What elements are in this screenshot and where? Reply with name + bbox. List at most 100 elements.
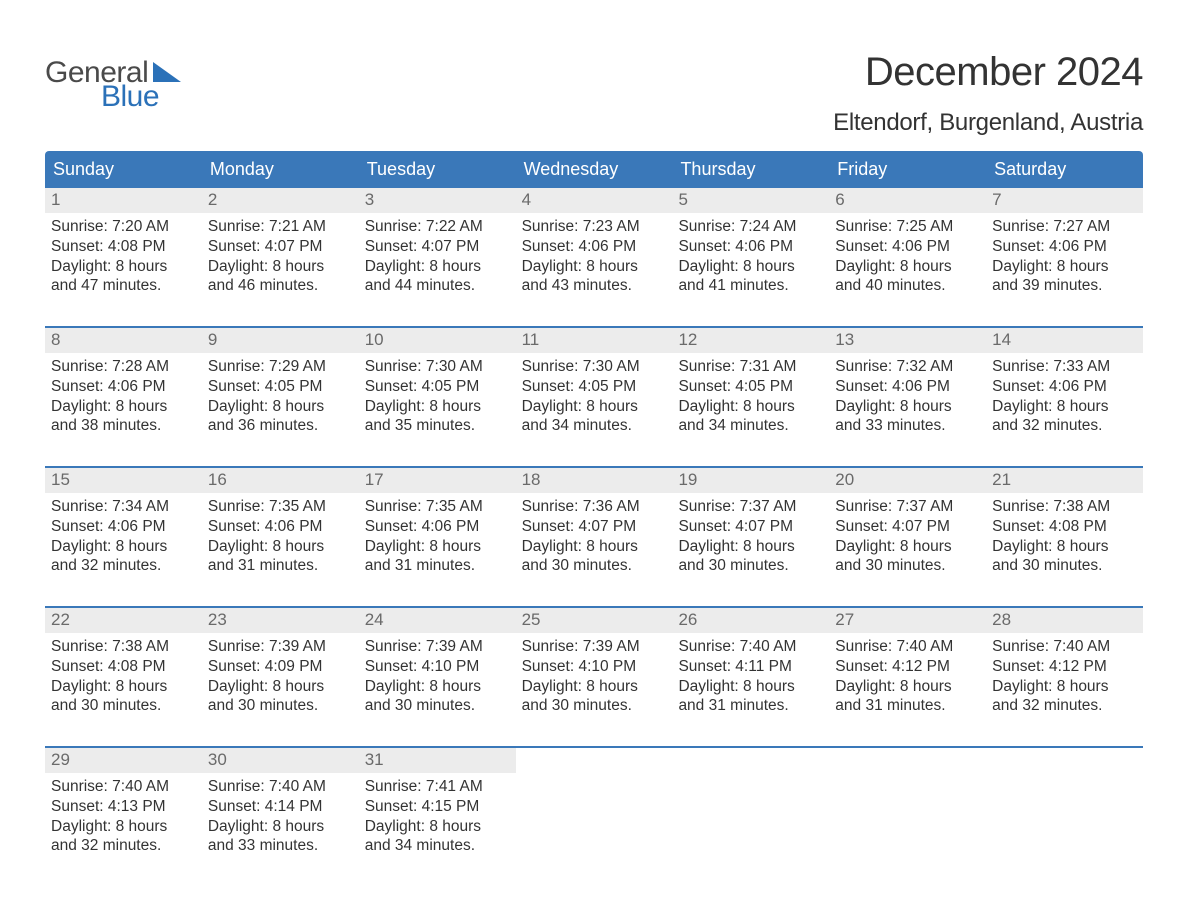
day-cell: 5Sunrise: 7:24 AMSunset: 4:06 PMDaylight… xyxy=(672,188,829,308)
logo-text-blue: Blue xyxy=(101,80,159,114)
day-number: 18 xyxy=(516,468,673,493)
day-cell: 2Sunrise: 7:21 AMSunset: 4:07 PMDaylight… xyxy=(202,188,359,308)
day-cell: 8Sunrise: 7:28 AMSunset: 4:06 PMDaylight… xyxy=(45,328,202,448)
day-number: 28 xyxy=(986,608,1143,633)
daylight-text-2: and 30 minutes. xyxy=(835,556,980,576)
sunset-text: Sunset: 4:06 PM xyxy=(992,237,1137,257)
day-details: Sunrise: 7:32 AMSunset: 4:06 PMDaylight:… xyxy=(829,353,986,436)
sunrise-text: Sunrise: 7:40 AM xyxy=(835,637,980,657)
day-details: Sunrise: 7:28 AMSunset: 4:06 PMDaylight:… xyxy=(45,353,202,436)
sunset-text: Sunset: 4:06 PM xyxy=(835,237,980,257)
sunrise-text: Sunrise: 7:37 AM xyxy=(678,497,823,517)
daylight-text-1: Daylight: 8 hours xyxy=(835,257,980,277)
week-row: 1Sunrise: 7:20 AMSunset: 4:08 PMDaylight… xyxy=(45,188,1143,308)
day-cell xyxy=(986,748,1143,868)
day-number: 8 xyxy=(45,328,202,353)
day-details: Sunrise: 7:38 AMSunset: 4:08 PMDaylight:… xyxy=(986,493,1143,576)
sunset-text: Sunset: 4:11 PM xyxy=(678,657,823,677)
sunset-text: Sunset: 4:07 PM xyxy=(365,237,510,257)
sunrise-text: Sunrise: 7:31 AM xyxy=(678,357,823,377)
week-row: 22Sunrise: 7:38 AMSunset: 4:08 PMDayligh… xyxy=(45,606,1143,728)
day-details: Sunrise: 7:37 AMSunset: 4:07 PMDaylight:… xyxy=(672,493,829,576)
daylight-text-1: Daylight: 8 hours xyxy=(208,677,353,697)
day-details: Sunrise: 7:39 AMSunset: 4:10 PMDaylight:… xyxy=(359,633,516,716)
day-details: Sunrise: 7:34 AMSunset: 4:06 PMDaylight:… xyxy=(45,493,202,576)
day-details: Sunrise: 7:23 AMSunset: 4:06 PMDaylight:… xyxy=(516,213,673,296)
day-number: 14 xyxy=(986,328,1143,353)
day-number: 23 xyxy=(202,608,359,633)
sunrise-text: Sunrise: 7:30 AM xyxy=(365,357,510,377)
week-row: 8Sunrise: 7:28 AMSunset: 4:06 PMDaylight… xyxy=(45,326,1143,448)
day-number: 6 xyxy=(829,188,986,213)
daylight-text-1: Daylight: 8 hours xyxy=(51,257,196,277)
sunrise-text: Sunrise: 7:39 AM xyxy=(522,637,667,657)
day-number: 2 xyxy=(202,188,359,213)
day-number: 1 xyxy=(45,188,202,213)
weekday-header: Friday xyxy=(829,151,986,188)
day-number: 5 xyxy=(672,188,829,213)
day-cell: 18Sunrise: 7:36 AMSunset: 4:07 PMDayligh… xyxy=(516,468,673,588)
sunrise-text: Sunrise: 7:24 AM xyxy=(678,217,823,237)
day-cell: 13Sunrise: 7:32 AMSunset: 4:06 PMDayligh… xyxy=(829,328,986,448)
weekday-header: Thursday xyxy=(672,151,829,188)
daylight-text-1: Daylight: 8 hours xyxy=(678,537,823,557)
title-block: December 2024 Eltendorf, Burgenland, Aus… xyxy=(833,50,1143,137)
day-number: 7 xyxy=(986,188,1143,213)
day-number: 31 xyxy=(359,748,516,773)
daylight-text-2: and 34 minutes. xyxy=(678,416,823,436)
day-number: 10 xyxy=(359,328,516,353)
daylight-text-1: Daylight: 8 hours xyxy=(522,537,667,557)
sunrise-text: Sunrise: 7:35 AM xyxy=(208,497,353,517)
day-details: Sunrise: 7:40 AMSunset: 4:12 PMDaylight:… xyxy=(829,633,986,716)
day-number: 3 xyxy=(359,188,516,213)
day-cell: 4Sunrise: 7:23 AMSunset: 4:06 PMDaylight… xyxy=(516,188,673,308)
daylight-text-2: and 32 minutes. xyxy=(992,416,1137,436)
logo: General Blue xyxy=(45,50,181,114)
sunrise-text: Sunrise: 7:34 AM xyxy=(51,497,196,517)
sunset-text: Sunset: 4:06 PM xyxy=(208,517,353,537)
day-cell: 17Sunrise: 7:35 AMSunset: 4:06 PMDayligh… xyxy=(359,468,516,588)
day-details: Sunrise: 7:31 AMSunset: 4:05 PMDaylight:… xyxy=(672,353,829,436)
day-details: Sunrise: 7:22 AMSunset: 4:07 PMDaylight:… xyxy=(359,213,516,296)
day-cell: 24Sunrise: 7:39 AMSunset: 4:10 PMDayligh… xyxy=(359,608,516,728)
day-details: Sunrise: 7:21 AMSunset: 4:07 PMDaylight:… xyxy=(202,213,359,296)
daylight-text-2: and 39 minutes. xyxy=(992,276,1137,296)
day-cell: 16Sunrise: 7:35 AMSunset: 4:06 PMDayligh… xyxy=(202,468,359,588)
daylight-text-1: Daylight: 8 hours xyxy=(51,537,196,557)
day-cell: 1Sunrise: 7:20 AMSunset: 4:08 PMDaylight… xyxy=(45,188,202,308)
day-number: 11 xyxy=(516,328,673,353)
header: General Blue December 2024 Eltendorf, Bu… xyxy=(45,50,1143,137)
weekday-header: Saturday xyxy=(986,151,1143,188)
daylight-text-2: and 44 minutes. xyxy=(365,276,510,296)
sunset-text: Sunset: 4:05 PM xyxy=(522,377,667,397)
sunrise-text: Sunrise: 7:40 AM xyxy=(992,637,1137,657)
day-details: Sunrise: 7:24 AMSunset: 4:06 PMDaylight:… xyxy=(672,213,829,296)
day-details: Sunrise: 7:35 AMSunset: 4:06 PMDaylight:… xyxy=(359,493,516,576)
daylight-text-2: and 32 minutes. xyxy=(51,556,196,576)
sunrise-text: Sunrise: 7:22 AM xyxy=(365,217,510,237)
day-number: 19 xyxy=(672,468,829,493)
sunrise-text: Sunrise: 7:21 AM xyxy=(208,217,353,237)
sunrise-text: Sunrise: 7:40 AM xyxy=(678,637,823,657)
sunrise-text: Sunrise: 7:33 AM xyxy=(992,357,1137,377)
weekday-header: Monday xyxy=(202,151,359,188)
day-cell: 25Sunrise: 7:39 AMSunset: 4:10 PMDayligh… xyxy=(516,608,673,728)
day-cell xyxy=(829,748,986,868)
daylight-text-1: Daylight: 8 hours xyxy=(51,397,196,417)
daylight-text-2: and 33 minutes. xyxy=(208,836,353,856)
sunset-text: Sunset: 4:06 PM xyxy=(835,377,980,397)
sunset-text: Sunset: 4:12 PM xyxy=(835,657,980,677)
sunset-text: Sunset: 4:05 PM xyxy=(208,377,353,397)
sunset-text: Sunset: 4:06 PM xyxy=(51,377,196,397)
day-details: Sunrise: 7:29 AMSunset: 4:05 PMDaylight:… xyxy=(202,353,359,436)
daylight-text-2: and 41 minutes. xyxy=(678,276,823,296)
sunset-text: Sunset: 4:09 PM xyxy=(208,657,353,677)
daylight-text-2: and 47 minutes. xyxy=(51,276,196,296)
sunset-text: Sunset: 4:06 PM xyxy=(678,237,823,257)
day-number: 20 xyxy=(829,468,986,493)
daylight-text-1: Daylight: 8 hours xyxy=(835,537,980,557)
sunset-text: Sunset: 4:10 PM xyxy=(522,657,667,677)
day-details: Sunrise: 7:40 AMSunset: 4:14 PMDaylight:… xyxy=(202,773,359,856)
day-number: 4 xyxy=(516,188,673,213)
sunset-text: Sunset: 4:06 PM xyxy=(992,377,1137,397)
